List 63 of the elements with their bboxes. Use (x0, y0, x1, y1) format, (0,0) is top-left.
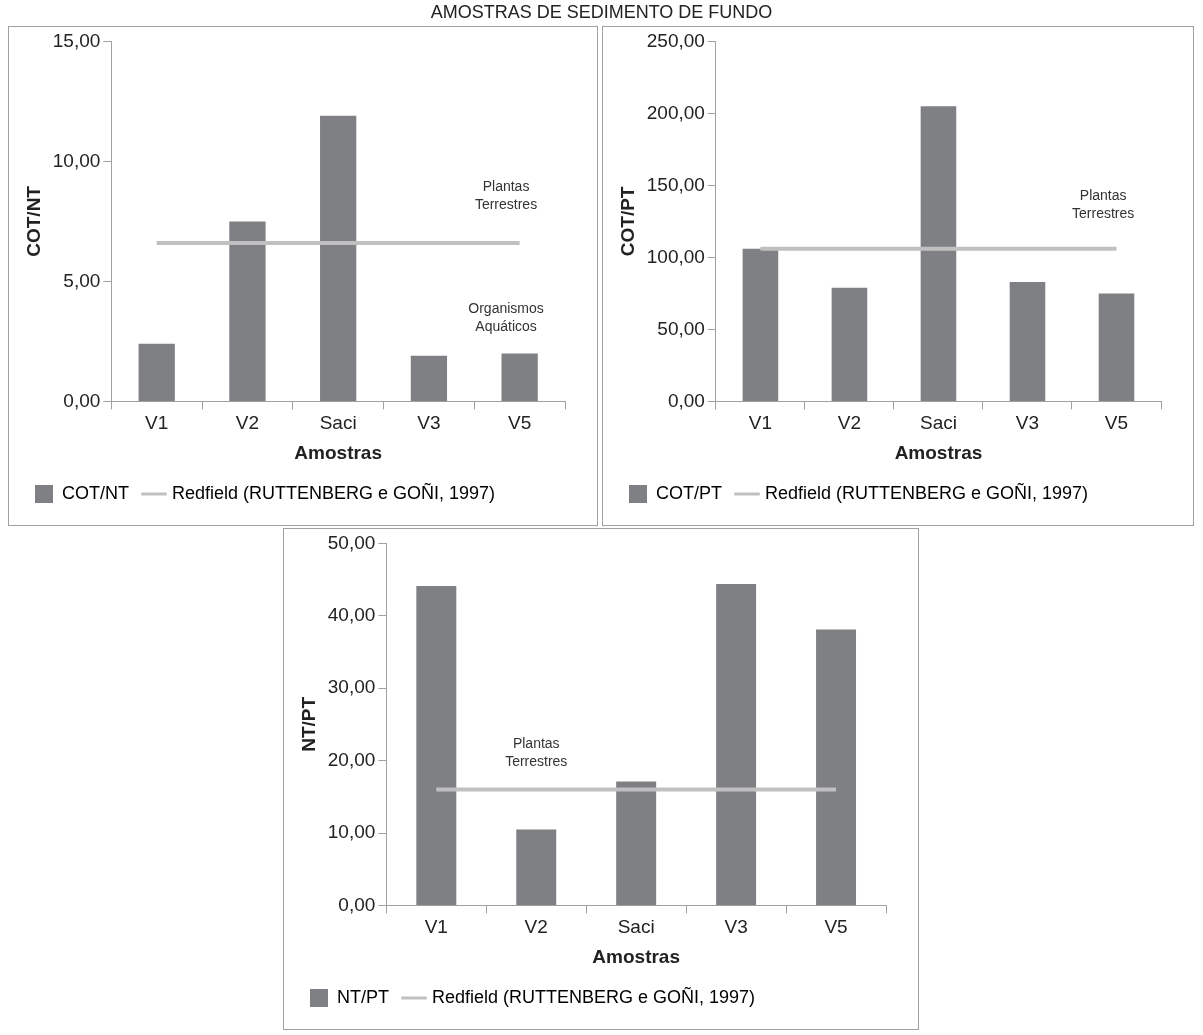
y-axis-title: COT/NT (22, 185, 44, 257)
legend-label: Redfield (RUTTENBERG e GOÑI, 1997) (765, 481, 1089, 503)
x-tick-label: Saci (919, 412, 957, 434)
bar (516, 829, 557, 905)
x-tick-label: Saci (617, 916, 655, 938)
y-axis-title: COT/PT (616, 186, 638, 257)
annotation: Plantas Terrestres (474, 178, 538, 213)
x-axis-title: Amostras (592, 945, 680, 967)
x-axis-title: Amostras (294, 441, 382, 463)
y-tick-label: 10,00 (327, 821, 376, 843)
bar (138, 343, 175, 401)
x-tick-label: V2 (524, 916, 548, 938)
y-tick-label: 100,00 (646, 245, 705, 267)
y-axis-title: NT/PT (297, 696, 319, 752)
annotation: Plantas Terrestres (505, 735, 568, 770)
y-tick-label: 50,00 (327, 531, 376, 553)
x-axis-title: Amostras (894, 441, 983, 463)
annotation: Organismos Aquáticos (468, 300, 544, 335)
x-tick-label: V2 (235, 412, 260, 434)
legend-label: COT/NT (62, 482, 129, 503)
bar (816, 629, 857, 905)
y-tick-label: 40,00 (327, 604, 376, 626)
legend-label: NT/PT (337, 986, 389, 1007)
x-tick-label: V5 (508, 412, 532, 434)
y-tick-label: 250,00 (646, 29, 705, 51)
bar (410, 355, 448, 401)
bar (920, 106, 957, 401)
chart-title: AMOSTRAS DE SEDIMENTO DE FUNDO (429, 2, 774, 23)
bar (229, 221, 266, 401)
annotation: Plantas Terrestres (1072, 187, 1135, 222)
y-tick-label: 30,00 (327, 676, 376, 698)
x-tick-label: V3 (417, 412, 441, 434)
bar (616, 781, 657, 905)
x-tick-label: V1 (748, 412, 773, 434)
y-tick-label: 50,00 (657, 317, 705, 339)
x-tick-label: V3 (724, 916, 748, 938)
y-tick-label: 200,00 (646, 101, 705, 123)
x-tick-label: V5 (824, 916, 848, 938)
bar (1098, 293, 1135, 401)
x-tick-label: V1 (424, 916, 448, 938)
legend-label: Redfield (RUTTENBERG e GOÑI, 1997) (432, 985, 756, 1007)
legend-label: COT/PT (656, 482, 722, 503)
bar (320, 115, 357, 401)
x-tick-label: Saci (319, 412, 357, 434)
x-tick-label: V3 (1015, 412, 1040, 434)
bar (416, 586, 457, 905)
bar (1009, 281, 1046, 401)
bar (742, 248, 779, 401)
y-tick-label: 15,00 (52, 29, 101, 51)
y-tick-label: 0,00 (63, 389, 101, 411)
x-tick-label: V1 (145, 412, 169, 434)
y-tick-label: 0,00 (667, 389, 705, 411)
legend-label: Redfield (RUTTENBERG e GOÑI, 1997) (171, 481, 496, 503)
bar (716, 583, 757, 905)
x-tick-label: V5 (1104, 412, 1129, 434)
y-tick-label: 5,00 (63, 269, 101, 291)
bar (501, 353, 538, 401)
y-tick-label: 150,00 (646, 173, 705, 195)
bar (831, 287, 868, 401)
y-tick-label: 20,00 (327, 748, 376, 770)
x-tick-label: V2 (837, 412, 862, 434)
y-tick-label: 10,00 (52, 149, 101, 171)
y-tick-label: 0,00 (338, 893, 376, 915)
